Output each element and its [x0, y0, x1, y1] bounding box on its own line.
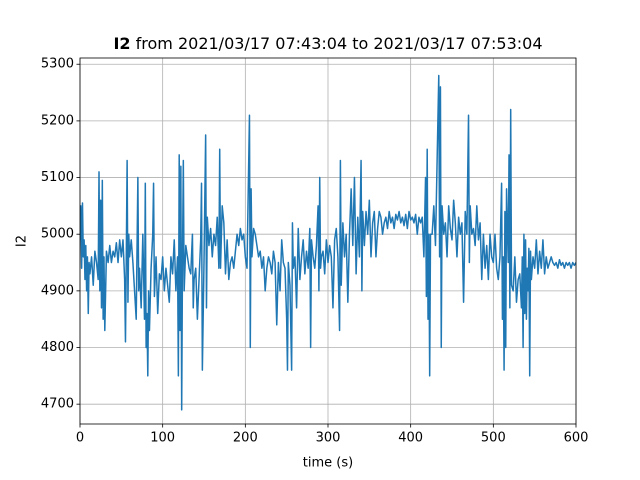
y-tick-label: 4700 [41, 397, 74, 412]
x-tick-label: 600 [564, 431, 589, 446]
y-tick-label: 5100 [41, 170, 74, 185]
x-tick-label: 0 [76, 431, 84, 446]
title-variable: I2 [113, 34, 130, 53]
y-tick-label: 5300 [41, 57, 74, 72]
x-tick-label: 400 [398, 431, 423, 446]
x-axis-label: time (s) [303, 456, 353, 471]
x-tick-label: 200 [233, 431, 258, 446]
data-line [80, 74, 576, 411]
axes-frame [79, 57, 577, 425]
y-tick-label: 5000 [41, 227, 74, 242]
x-tick-label: 300 [316, 431, 341, 446]
y-tick-label: 4800 [41, 340, 74, 355]
x-tick-label: 100 [150, 431, 175, 446]
y-tick-label: 4900 [41, 283, 74, 298]
y-tick-label: 5200 [41, 113, 74, 128]
x-tick-label: 500 [481, 431, 506, 446]
y-axis-label: I2 [15, 235, 30, 247]
chart-title: I2 from 2021/03/17 07:43:04 to 2021/03/1… [113, 34, 542, 53]
title-text: from 2021/03/17 07:43:04 to 2021/03/17 0… [136, 34, 543, 53]
